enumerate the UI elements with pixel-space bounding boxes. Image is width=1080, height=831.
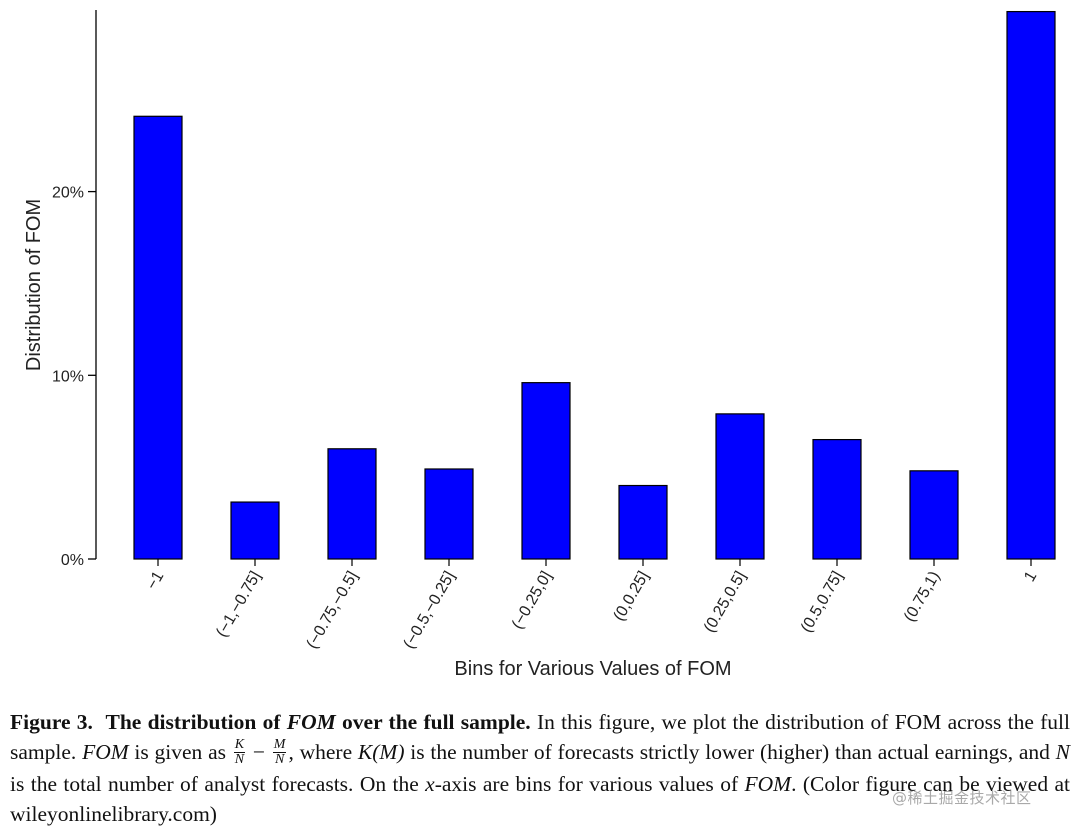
caption-title-b: over the full sample. [335,710,531,734]
bar-chart: 0% 10% 20% −1 (−1,−0.75] (−0.75,−0.5] (−0.5,−0… [23,10,1056,680]
bar [618,484,668,560]
y-axis-title: Distribution of FOM [23,199,45,371]
caption-text-2: is given as [128,740,232,764]
fraction-2-numerator: M [272,736,287,753]
bar [230,501,280,560]
x-tick-label: (0.5,0.75] [798,569,847,636]
caption-title: The distribution of FOM over the full sa… [105,710,530,734]
x-tick-label: (−0.75,−0.5] [304,569,362,652]
x-tick-label: 1 [1021,568,1040,584]
caption-minus: − [247,740,271,764]
y-tick-label: 10% [52,368,84,385]
y-tick-label: 0% [61,552,84,569]
caption-n: N [1055,740,1070,764]
watermark: @稀土掘金技术社区 [892,789,1032,807]
caption-text-6: -axis are bins for various values of [434,771,745,796]
caption-fom-2: FOM [744,771,792,796]
x-tick-label: (0.25,0.5] [701,569,750,636]
bar [909,470,959,560]
fraction-2-denominator: N [274,751,285,767]
bar [812,438,862,560]
x-tick-label: (−1,−0.75] [213,569,264,641]
fraction-1-numerator: K [233,736,246,753]
caption-x: x [425,771,435,796]
plot-area: 0% 10% 20% −1 (−1,−0.75] (−0.75,−0.5] (−0.5,−0… [52,10,1056,652]
y-tick-label: 20% [52,185,84,202]
figure-caption: Figure 3. The distribution of FOM over t… [10,707,1070,829]
bar [715,413,765,560]
caption-text-1: In this figure, we plot the distribution… [10,710,1070,764]
bar [133,115,183,560]
x-tick-label: (0,0.25] [611,569,653,624]
caption-fom-1: FOM [82,740,129,764]
fraction-1-denominator: N [234,751,245,767]
caption-text-3: , where [288,740,358,764]
x-tick-label: (0.75,1) [901,569,943,625]
caption-text-7: . (Color figure can be viewed at wileyon… [10,771,1070,826]
bar [327,448,377,560]
caption-text-4: is the number of forecasts strictly lowe… [404,740,1056,764]
x-tick-label: −1 [144,568,168,592]
caption-text-5: is the total number of analyst forecasts… [10,771,426,796]
bar [424,468,474,560]
caption-label: Figure 3. [10,710,93,734]
bar [1006,10,1056,560]
x-axis-title: Bins for Various Values of FOM [454,658,731,680]
bar [521,382,571,560]
x-tick-label: (−0.5,−0.25] [401,569,459,652]
caption-title-a: The distribution of [105,710,287,734]
caption-km: K(M) [357,740,405,764]
x-tick-label: (−0.25,0] [509,569,556,633]
caption-title-fom: FOM [286,710,336,734]
